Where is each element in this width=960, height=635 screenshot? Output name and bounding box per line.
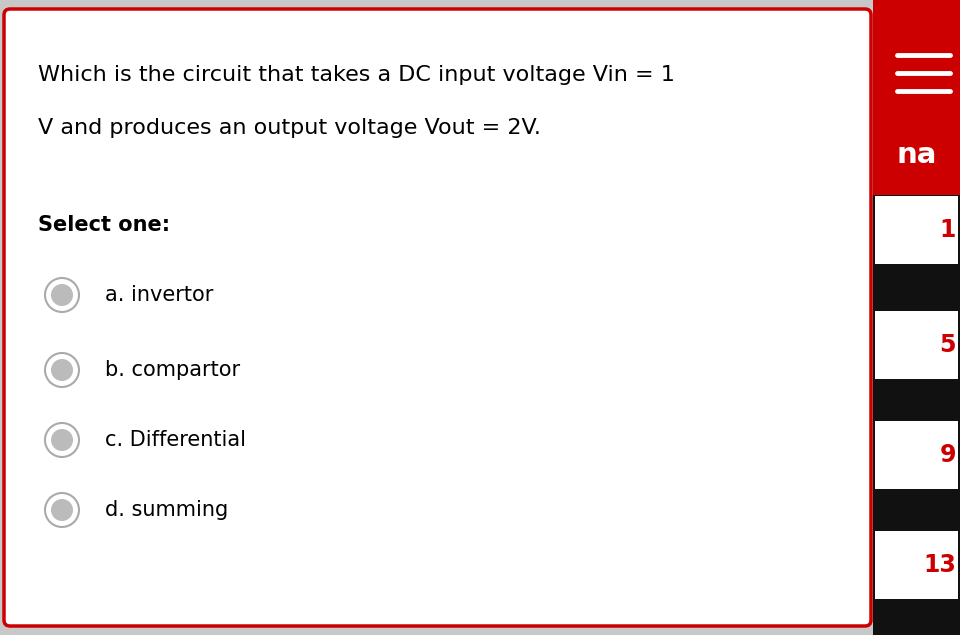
Text: b. compartor: b. compartor (105, 360, 240, 380)
Circle shape (45, 493, 79, 527)
Bar (873, 0, 960, 195)
Text: c. Differential: c. Differential (105, 430, 246, 450)
Bar (875, 531, 958, 599)
Text: a. invertor: a. invertor (105, 285, 213, 305)
Bar (875, 421, 958, 489)
Text: Select one:: Select one: (38, 215, 170, 235)
Bar (875, 196, 958, 264)
Text: V and produces an output voltage Vout = 2V.: V and produces an output voltage Vout = … (38, 118, 540, 138)
Text: na: na (897, 141, 937, 169)
Text: 13: 13 (924, 553, 956, 577)
Circle shape (51, 284, 73, 306)
Text: d. summing: d. summing (105, 500, 228, 520)
FancyBboxPatch shape (4, 9, 871, 626)
Text: Which is the circuit that takes a DC input voltage Vin = 1: Which is the circuit that takes a DC inp… (38, 65, 675, 85)
Bar (875, 311, 958, 379)
Circle shape (45, 278, 79, 312)
Text: 1: 1 (940, 218, 956, 242)
Circle shape (51, 429, 73, 451)
Circle shape (51, 359, 73, 381)
Circle shape (45, 423, 79, 457)
Bar (873, 195, 960, 635)
Circle shape (45, 353, 79, 387)
Text: 5: 5 (940, 333, 956, 357)
Text: 9: 9 (940, 443, 956, 467)
Circle shape (51, 499, 73, 521)
